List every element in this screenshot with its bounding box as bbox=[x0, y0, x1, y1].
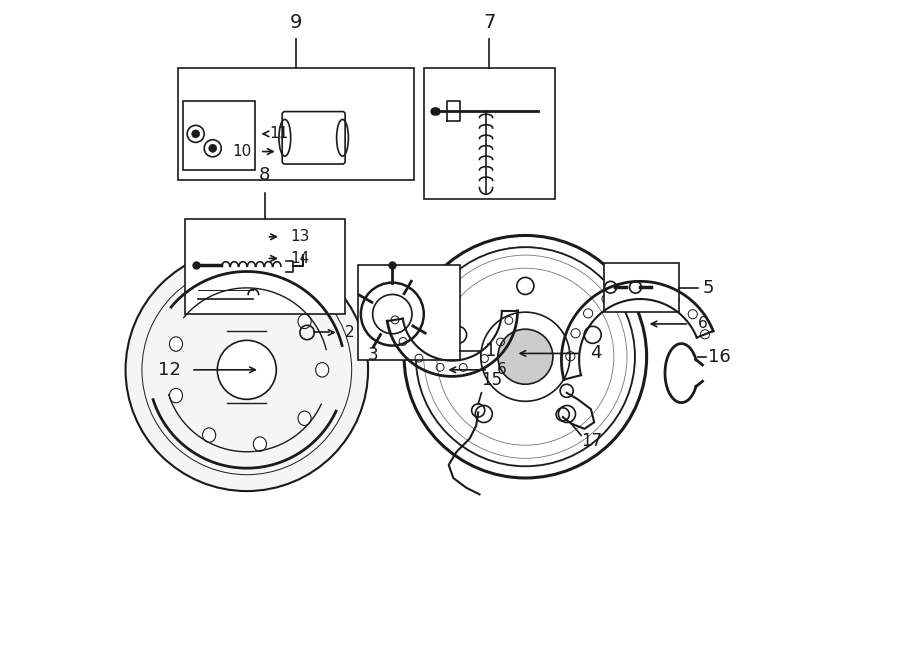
Bar bbox=[184, 101, 256, 170]
Ellipse shape bbox=[298, 411, 311, 426]
Bar bbox=[184, 219, 345, 314]
Bar bbox=[358, 265, 460, 360]
Ellipse shape bbox=[298, 314, 311, 329]
Text: 6: 6 bbox=[497, 362, 507, 377]
Text: 2: 2 bbox=[345, 325, 355, 340]
Text: 15: 15 bbox=[482, 371, 502, 389]
Text: 17: 17 bbox=[581, 432, 602, 449]
Circle shape bbox=[449, 327, 466, 343]
Ellipse shape bbox=[202, 428, 216, 442]
Circle shape bbox=[192, 130, 200, 137]
Ellipse shape bbox=[316, 363, 328, 377]
Ellipse shape bbox=[202, 297, 216, 312]
Ellipse shape bbox=[169, 389, 183, 403]
Text: 12: 12 bbox=[158, 361, 181, 379]
Text: 5: 5 bbox=[702, 278, 714, 297]
Circle shape bbox=[559, 405, 575, 422]
Ellipse shape bbox=[253, 437, 266, 451]
Text: 16: 16 bbox=[707, 348, 730, 366]
Text: 11: 11 bbox=[270, 126, 289, 141]
Bar bbox=[178, 68, 414, 180]
Text: 10: 10 bbox=[232, 144, 252, 159]
Circle shape bbox=[498, 329, 553, 384]
Text: 3: 3 bbox=[368, 346, 379, 364]
Text: 9: 9 bbox=[290, 13, 302, 32]
Circle shape bbox=[517, 278, 534, 294]
Ellipse shape bbox=[169, 337, 183, 351]
Bar bbox=[424, 68, 555, 200]
Text: 6: 6 bbox=[698, 317, 707, 331]
Text: 8: 8 bbox=[259, 167, 271, 184]
Ellipse shape bbox=[253, 288, 266, 303]
Circle shape bbox=[584, 327, 601, 343]
Circle shape bbox=[126, 249, 368, 491]
Text: 1: 1 bbox=[485, 342, 496, 360]
Text: 4: 4 bbox=[590, 344, 601, 362]
Text: 13: 13 bbox=[291, 229, 310, 245]
Bar bbox=[604, 263, 680, 312]
Text: 14: 14 bbox=[291, 251, 310, 266]
Circle shape bbox=[217, 340, 276, 399]
Circle shape bbox=[209, 144, 217, 152]
Circle shape bbox=[475, 405, 492, 422]
FancyBboxPatch shape bbox=[283, 112, 345, 164]
Text: 7: 7 bbox=[483, 13, 496, 32]
